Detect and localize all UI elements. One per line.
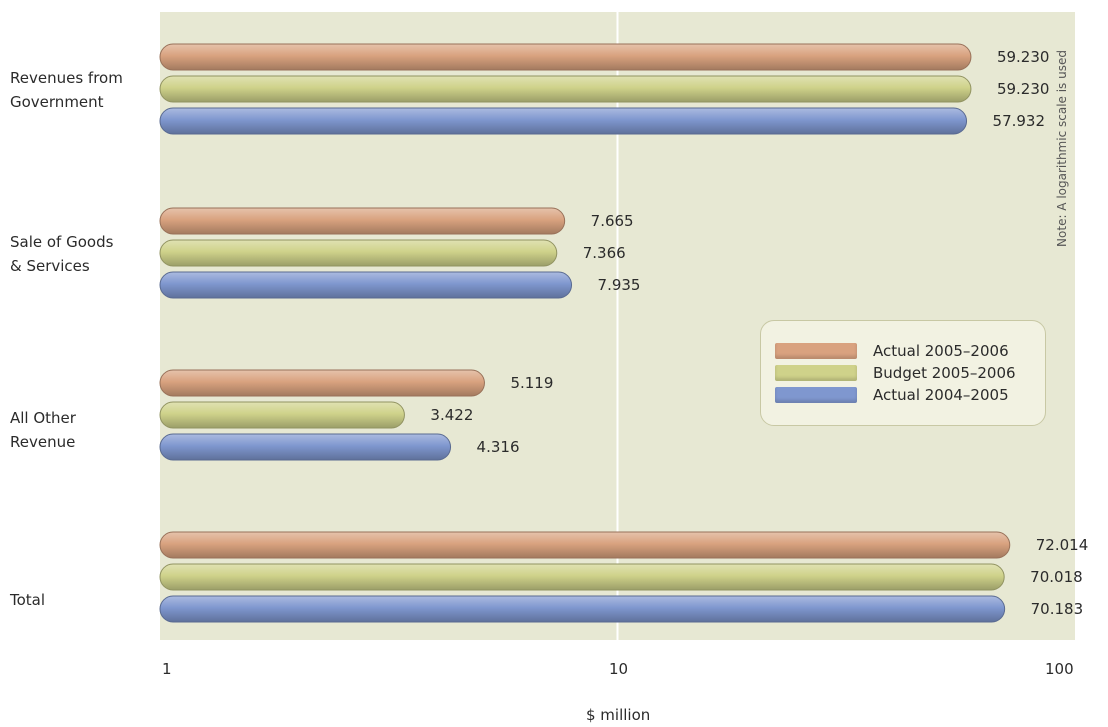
legend-label-budget-2005-2006: Budget 2005–2006	[873, 364, 1016, 382]
data-label-3-0: 72.014	[1036, 536, 1089, 554]
legend: Actual 2005–2006 Budget 2005–2006 Actual…	[760, 320, 1046, 426]
x-tick-label-10: 10	[609, 660, 629, 678]
bar-0-1	[159, 75, 972, 103]
legend-label-actual-2005-2006: Actual 2005–2006	[873, 342, 1009, 360]
category-label-other-revenue: All Other Revenue	[10, 409, 76, 451]
data-label-0-0: 59.230	[997, 48, 1050, 66]
x-tick-label-100: 100	[1045, 660, 1074, 678]
bar-1-2	[159, 271, 573, 299]
bar-3-0	[159, 531, 1011, 559]
legend-item-actual-2005-2006: Actual 2005–2006	[775, 341, 1009, 361]
legend-swatch-actual-2004-2005	[775, 387, 857, 403]
category-label-total: Total	[10, 591, 46, 609]
data-label-3-2: 70.183	[1031, 600, 1084, 618]
legend-item-budget-2005-2006: Budget 2005–2006	[775, 363, 1016, 383]
bar-1-1	[159, 239, 558, 267]
data-label-2-1: 3.422	[430, 406, 473, 424]
data-label-1-1: 7.366	[583, 244, 626, 262]
category-label-government: Revenues from Government	[10, 69, 123, 111]
data-label-0-2: 57.932	[993, 112, 1045, 130]
x-axis-title: $ million	[586, 706, 651, 724]
data-label-1-0: 7.665	[591, 212, 634, 230]
data-label-3-1: 70.018	[1030, 568, 1083, 586]
data-label-2-2: 4.316	[477, 438, 520, 456]
x-tick-label-1: 1	[162, 660, 172, 678]
bar-2-1	[159, 401, 405, 429]
category-label-goods-services: Sale of Goods & Services	[10, 233, 114, 275]
bar-0-2	[159, 107, 968, 135]
bar-2-0	[159, 369, 485, 397]
data-label-2-0: 5.119	[510, 374, 553, 392]
log-scale-note: Note: A logarithmic scale is used	[1055, 50, 1069, 247]
bar-3-2	[159, 595, 1006, 623]
legend-swatch-budget-2005-2006	[775, 365, 857, 381]
legend-item-actual-2004-2005: Actual 2004–2005	[775, 385, 1009, 405]
bar-1-0	[159, 207, 566, 235]
legend-swatch-actual-2005-2006	[775, 343, 857, 359]
legend-label-actual-2004-2005: Actual 2004–2005	[873, 386, 1009, 404]
bar-3-1	[159, 563, 1005, 591]
bar-0-0	[159, 43, 972, 71]
data-label-0-1: 59.230	[997, 80, 1050, 98]
bar-2-2	[159, 433, 452, 461]
data-label-1-2: 7.935	[598, 276, 641, 294]
